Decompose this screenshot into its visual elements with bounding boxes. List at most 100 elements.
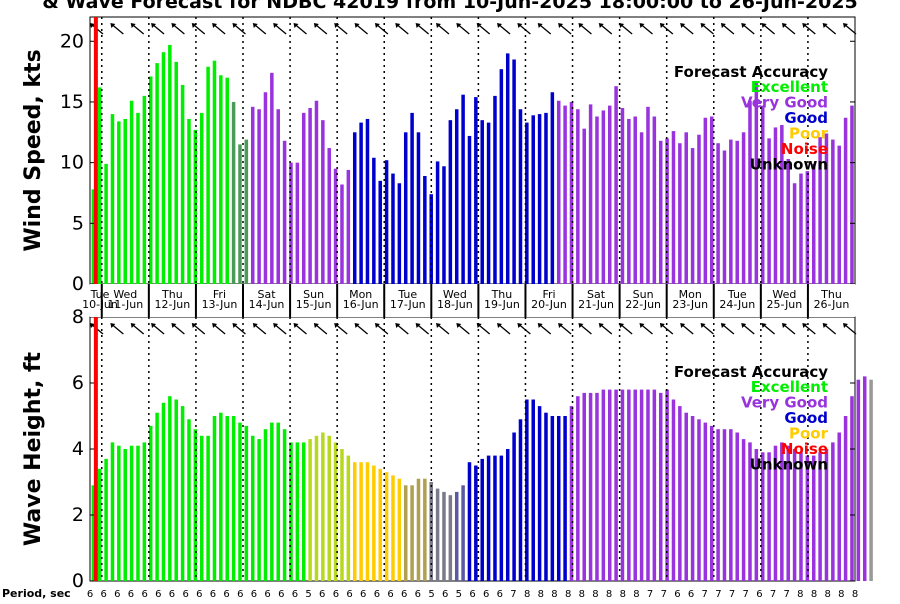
wave-bar [429,482,433,581]
wave-bar [862,376,867,581]
direction-arrow-head [822,323,828,328]
wave-bar [556,416,561,581]
wave-bar [155,412,159,581]
wave-bar [161,402,166,581]
wind-bar [257,109,261,285]
wave-bar [257,439,261,581]
wave-bar [595,392,599,581]
wave-bar [869,379,873,581]
wave-bar [480,458,484,581]
wave-bar [690,416,695,581]
direction-arrow-head [151,23,157,28]
wind-ytick-label: 5 [72,212,84,234]
wave-bar [180,406,185,581]
wind-bar [378,180,382,284]
wave-bar [410,485,414,581]
wave-bar [448,495,453,581]
wind-legend-title: Forecast Accuracy [674,63,828,81]
wind-bar [403,132,408,284]
direction-arrow-head [354,23,360,28]
wind-legend-entry: Good [784,109,828,127]
wind-bar [104,163,108,284]
period-value: 8 [797,589,803,600]
direction-arrow-head [720,23,726,28]
wind-bar [646,106,650,284]
wind-bar [722,150,727,284]
wave-bar [212,416,217,581]
wind-legend-entry: Very Good [741,94,828,112]
period-value: 7 [661,589,667,600]
wind-bar [193,129,198,284]
direction-arrow-head [374,323,380,328]
period-value: 6 [114,589,120,600]
wind-bar [767,138,771,284]
wave-bar [569,406,574,581]
wave-bar [550,416,555,581]
wave-bar [563,416,567,581]
wind-bar [289,162,293,284]
direction-arrow-head [476,23,482,28]
wave-bars [91,376,873,581]
wind-bar [760,105,765,284]
wave-bar [454,491,459,581]
direction-arrow-head [578,323,584,328]
wave-bar [123,449,127,581]
wave-bar [518,419,523,581]
period-value: 6 [674,589,680,600]
wind-bar [748,100,752,285]
wind-ytick-label: 0 [72,273,84,295]
wind-bar [703,117,708,284]
direction-arrow-head [517,23,523,28]
wind-bar [340,184,344,284]
wave-ytick-label: 6 [72,372,84,394]
wave-bar [805,455,810,581]
day-label: Thu [491,288,513,301]
direction-arrow-head [741,323,747,328]
wave-bar [525,399,529,581]
wind-bar [850,105,854,284]
direction-arrow-head [558,323,564,328]
wind-bar [117,121,121,285]
direction-arrow-head [680,323,686,328]
wave-bar [270,422,274,581]
period-value: 6 [442,589,448,600]
direction-arrow-head [659,323,665,328]
wave-bar [384,472,389,581]
wind-bar [423,175,427,284]
direction-arrow-head [476,323,482,328]
direction-arrow-head [843,323,848,328]
wave-bar [225,416,229,581]
wave-ytick-label: 4 [72,438,84,460]
direction-arrow-head [395,23,401,28]
wave-bar [244,425,249,581]
wind-bar [837,145,841,284]
period-value: 6 [182,589,188,600]
wind-bar [142,95,147,284]
direction-arrow-head [598,23,604,28]
day-label: Fri [542,288,555,301]
wind-ytick-label: 15 [60,91,84,113]
direction-arrow-head [497,23,503,28]
wave-bar [760,452,765,581]
direction-arrow-head [232,23,238,28]
period-value: 8 [838,589,844,600]
direction-arrow-head [212,323,218,328]
period-value: 8 [592,589,598,600]
wave-legend-entry: Good [784,409,828,427]
wind-bar [416,132,421,284]
date-label: 14-Jun [249,298,285,311]
wind-bar [301,112,306,284]
wind-bar [244,139,249,284]
wave-bar [786,445,790,581]
wind-bar [212,60,217,284]
direction-arrow-head [659,23,665,28]
wind-bar [461,94,465,284]
wave-bar [748,442,752,581]
wind-bar [397,183,402,284]
direction-arrow-head [110,23,116,28]
period-value: 6 [346,589,352,600]
period-value: 7 [702,589,708,600]
wave-bar [174,399,178,581]
wave-bar [684,412,688,581]
day-label: Thu [161,288,183,301]
